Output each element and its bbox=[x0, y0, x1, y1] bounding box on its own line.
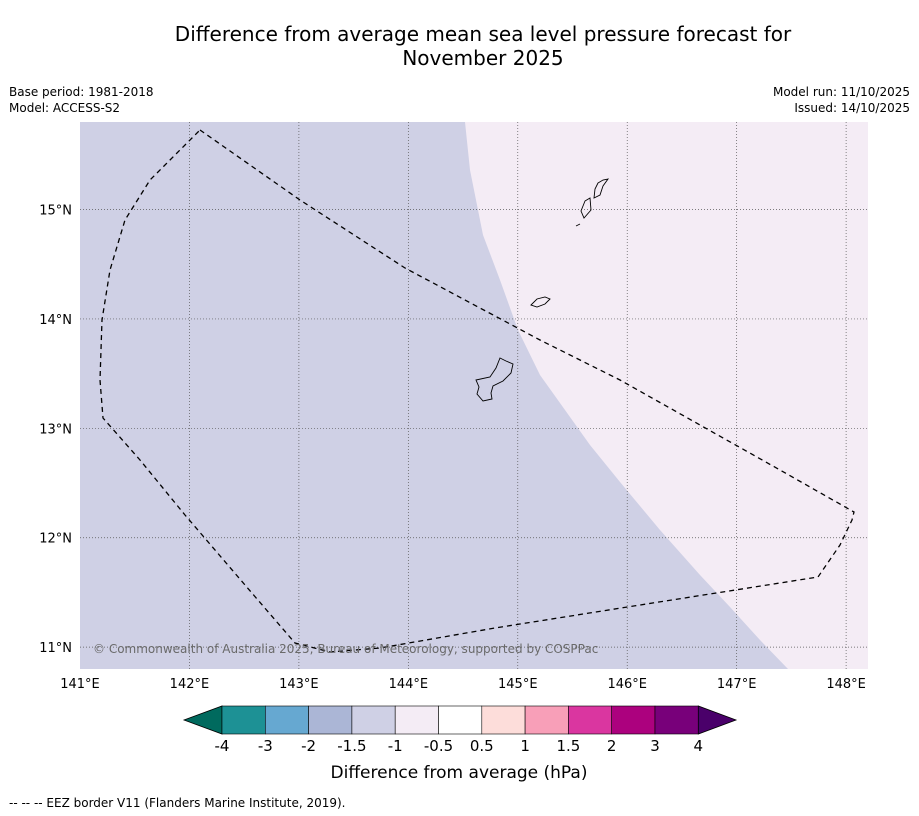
issued-text: Issued: 14/10/2025 bbox=[794, 101, 910, 115]
title-line-2: November 2025 bbox=[402, 46, 564, 70]
latitude-tick-label: 13°N bbox=[39, 422, 72, 437]
latitude-tick-label: 12°N bbox=[39, 532, 72, 547]
longitude-tick-label: 147°E bbox=[717, 677, 757, 692]
longitude-tick-label: 144°E bbox=[389, 677, 429, 692]
island-rota bbox=[530, 296, 551, 308]
longitude-labels: 141°E 142°E 143°E 144°E 145°E 146°E 147°E 148°E bbox=[60, 677, 866, 692]
map-panel: © Commonwealth of Australia 2025, Bureau… bbox=[80, 122, 868, 669]
colorbar-tick-label: -3 bbox=[258, 737, 273, 755]
island-aguijan bbox=[575, 223, 581, 227]
island-saipan bbox=[593, 178, 610, 199]
colorbar-tick-label: -0.5 bbox=[424, 737, 453, 755]
map-title: Difference from average mean sea level p… bbox=[0, 22, 919, 70]
copyright-text: © Commonwealth of Australia 2025, Bureau… bbox=[93, 642, 598, 656]
colorbar-tick-label: 0.5 bbox=[470, 737, 494, 755]
colorbar-swatch bbox=[394, 705, 439, 735]
longitude-tick-label: 145°E bbox=[498, 677, 538, 692]
colorbar-tick-label: -4 bbox=[215, 737, 230, 755]
longitude-tick-label: 148°E bbox=[826, 677, 866, 692]
colorbar-swatch bbox=[568, 705, 613, 735]
model-run-text: Model run: 11/10/2025 bbox=[772, 85, 910, 99]
colorbar-swatch bbox=[611, 705, 656, 735]
model-text: Model: ACCESS-S2 bbox=[9, 101, 121, 115]
colorbar-tick-label: 1.5 bbox=[556, 737, 580, 755]
latitude-tick-label: 11°N bbox=[39, 641, 72, 656]
colorbar-tick-label: 2 bbox=[607, 737, 617, 755]
colorbar: -4 -3 -2 -1.5 -1 -0.5 0.5 1 1.5 2 3 4 Difference fr… bbox=[182, 705, 738, 783]
colorbar-swatch bbox=[221, 705, 266, 735]
colorbar-swatch bbox=[481, 705, 526, 735]
colorbar-tick-label: 4 bbox=[694, 737, 704, 755]
colorbar-swatch bbox=[308, 705, 353, 735]
longitude-tick-label: 146°E bbox=[607, 677, 647, 692]
base-period-text: Base period: 1981-2018 bbox=[9, 85, 154, 99]
colorbar-tick-label: -1.5 bbox=[337, 737, 366, 755]
colorbar-tick-label: -2 bbox=[301, 737, 316, 755]
colorbar-label: Difference from average (hPa) bbox=[331, 763, 588, 783]
eez-footnote: -- -- -- EEZ border V11 (Flanders Marine… bbox=[9, 796, 346, 810]
latitude-tick-label: 15°N bbox=[39, 204, 72, 219]
longitude-tick-label: 143°E bbox=[279, 677, 319, 692]
colorbar-tick-label: -1 bbox=[388, 737, 403, 755]
title-line-1: Difference from average mean sea level p… bbox=[174, 22, 792, 46]
colorbar-tick-label: 1 bbox=[520, 737, 530, 755]
island-guam bbox=[475, 357, 514, 402]
anomaly-region-minus-1 bbox=[465, 122, 868, 669]
meta-right: Model run: 11/10/2025 Issued: 14/10/2025 bbox=[773, 84, 910, 116]
colorbar-swatch bbox=[438, 705, 483, 735]
meta-left: Base period: 1981-2018 Model: ACCESS-S2 bbox=[9, 84, 154, 116]
colorbar-swatch bbox=[524, 705, 569, 735]
longitude-tick-label: 142°E bbox=[170, 677, 210, 692]
colorbar-extend-high bbox=[697, 705, 738, 735]
latitude-labels: 11°N 12°N 13°N 14°N 15°N bbox=[39, 204, 72, 657]
colorbar-swatch bbox=[654, 705, 699, 735]
latitude-tick-label: 14°N bbox=[39, 313, 72, 328]
colorbar-extend-low bbox=[182, 705, 223, 735]
colorbar-tick-label: 3 bbox=[650, 737, 660, 755]
colorbar-swatch bbox=[351, 705, 396, 735]
colorbar-swatch bbox=[264, 705, 309, 735]
island-tinian bbox=[580, 197, 592, 219]
graticule bbox=[80, 122, 868, 669]
longitude-tick-label: 141°E bbox=[60, 677, 100, 692]
